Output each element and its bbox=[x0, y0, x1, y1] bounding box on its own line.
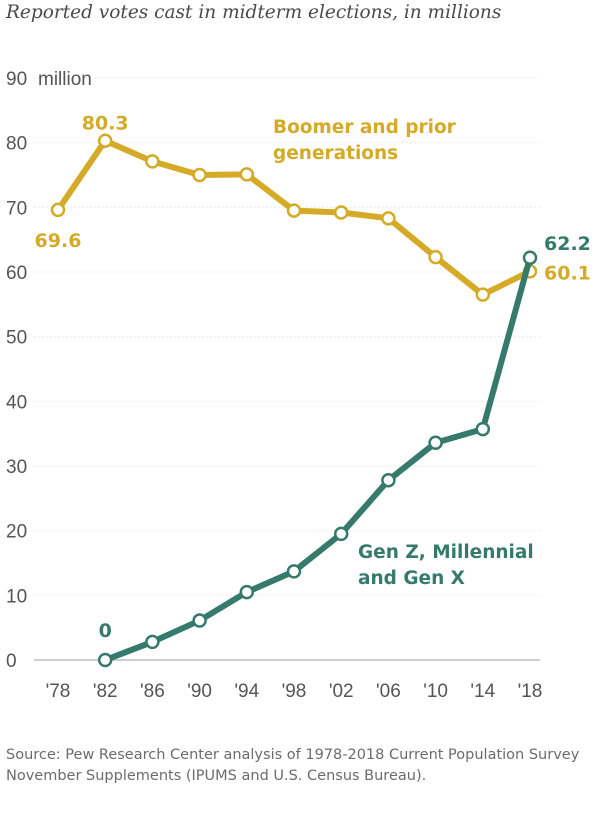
x-tick-label-82: '82 bbox=[93, 681, 118, 702]
data-point-1-5 bbox=[286, 564, 302, 579]
y-tick-label-90: 90 bbox=[6, 69, 27, 90]
chart-title: Reported votes cast in midterm elections… bbox=[6, 2, 502, 23]
y-tick-label-70: 70 bbox=[6, 198, 27, 219]
y-tick-label-80: 80 bbox=[6, 134, 27, 155]
source-note: Source: Pew Research Center analysis of … bbox=[6, 747, 580, 784]
x-tick-label-78: '78 bbox=[46, 681, 71, 702]
y-tick-label-40: 40 bbox=[6, 392, 27, 413]
data-point-1-4 bbox=[239, 584, 255, 600]
data-label-0-10: 60.1 bbox=[544, 262, 591, 284]
data-point-1-1 bbox=[97, 652, 113, 668]
data-point-1-10 bbox=[522, 250, 538, 266]
x-tick-label-18: '18 bbox=[518, 681, 543, 702]
data-point-1-7 bbox=[381, 472, 396, 488]
y-tick-label-20: 20 bbox=[6, 522, 27, 543]
x-tick-label-86: '86 bbox=[140, 681, 165, 702]
data-point-0-9 bbox=[475, 287, 491, 302]
data-label-0-1: 80.3 bbox=[82, 113, 129, 135]
data-point-0-4 bbox=[239, 167, 255, 182]
x-tick-label-94: '94 bbox=[234, 681, 259, 702]
data-point-1-6 bbox=[333, 526, 349, 542]
x-tick-label-14: '14 bbox=[470, 681, 495, 702]
data-point-0-0 bbox=[50, 202, 66, 218]
data-point-1-9 bbox=[475, 421, 491, 437]
data-point-1-8 bbox=[428, 435, 443, 450]
y-tick-label-30: 30 bbox=[6, 457, 27, 478]
series-legend-line-1-0: Gen Z, Millennial bbox=[358, 542, 534, 563]
series-layer bbox=[50, 133, 538, 668]
x-tick-label-10: '10 bbox=[423, 681, 448, 702]
x-tick-label-02: '02 bbox=[329, 681, 354, 702]
x-tick-label-90: '90 bbox=[187, 681, 212, 702]
data-point-0-3 bbox=[192, 167, 207, 183]
data-label-1-1: 0 bbox=[99, 620, 112, 642]
data-point-1-3 bbox=[192, 613, 207, 628]
data-point-0-2 bbox=[145, 154, 160, 169]
data-point-0-8 bbox=[428, 249, 443, 265]
y-axis-unit-label: million bbox=[38, 69, 92, 90]
x-tick-label-06: '06 bbox=[376, 681, 401, 702]
data-point-1-2 bbox=[145, 634, 160, 650]
x-axis-ticks: '78 '82 '86 '90 '94 '98 '02 '06 '10 '14 '18 bbox=[46, 681, 543, 702]
grid-lines bbox=[34, 77, 540, 661]
data-point-0-6 bbox=[333, 205, 349, 220]
series-line-1 bbox=[102, 254, 533, 663]
x-tick-label-98: '98 bbox=[282, 681, 307, 702]
data-point-0-7 bbox=[381, 211, 396, 226]
series-legend: Boomer and prior generations Gen Z, Millen… bbox=[273, 117, 534, 589]
y-tick-label-0: 0 bbox=[6, 651, 17, 672]
data-label-1-10: 62.2 bbox=[544, 233, 591, 255]
y-tick-label-50: 50 bbox=[6, 328, 27, 349]
y-axis-ticks: 0 10 20 30 40 50 60 70 80 90 million bbox=[6, 69, 92, 672]
data-labels: 69.6 80.3 60.1 0 62.2 bbox=[35, 113, 591, 642]
series-legend-line-1-1: and Gen X bbox=[358, 568, 465, 589]
data-label-0-0: 69.6 bbox=[35, 230, 82, 252]
series-legend-line-0-0: Boomer and prior bbox=[273, 117, 457, 138]
y-tick-label-60: 60 bbox=[6, 263, 27, 284]
data-point-0-1 bbox=[97, 133, 113, 148]
series-legend-line-0-1: generations bbox=[273, 143, 398, 164]
y-tick-label-10: 10 bbox=[6, 586, 27, 607]
data-point-0-5 bbox=[286, 203, 302, 218]
